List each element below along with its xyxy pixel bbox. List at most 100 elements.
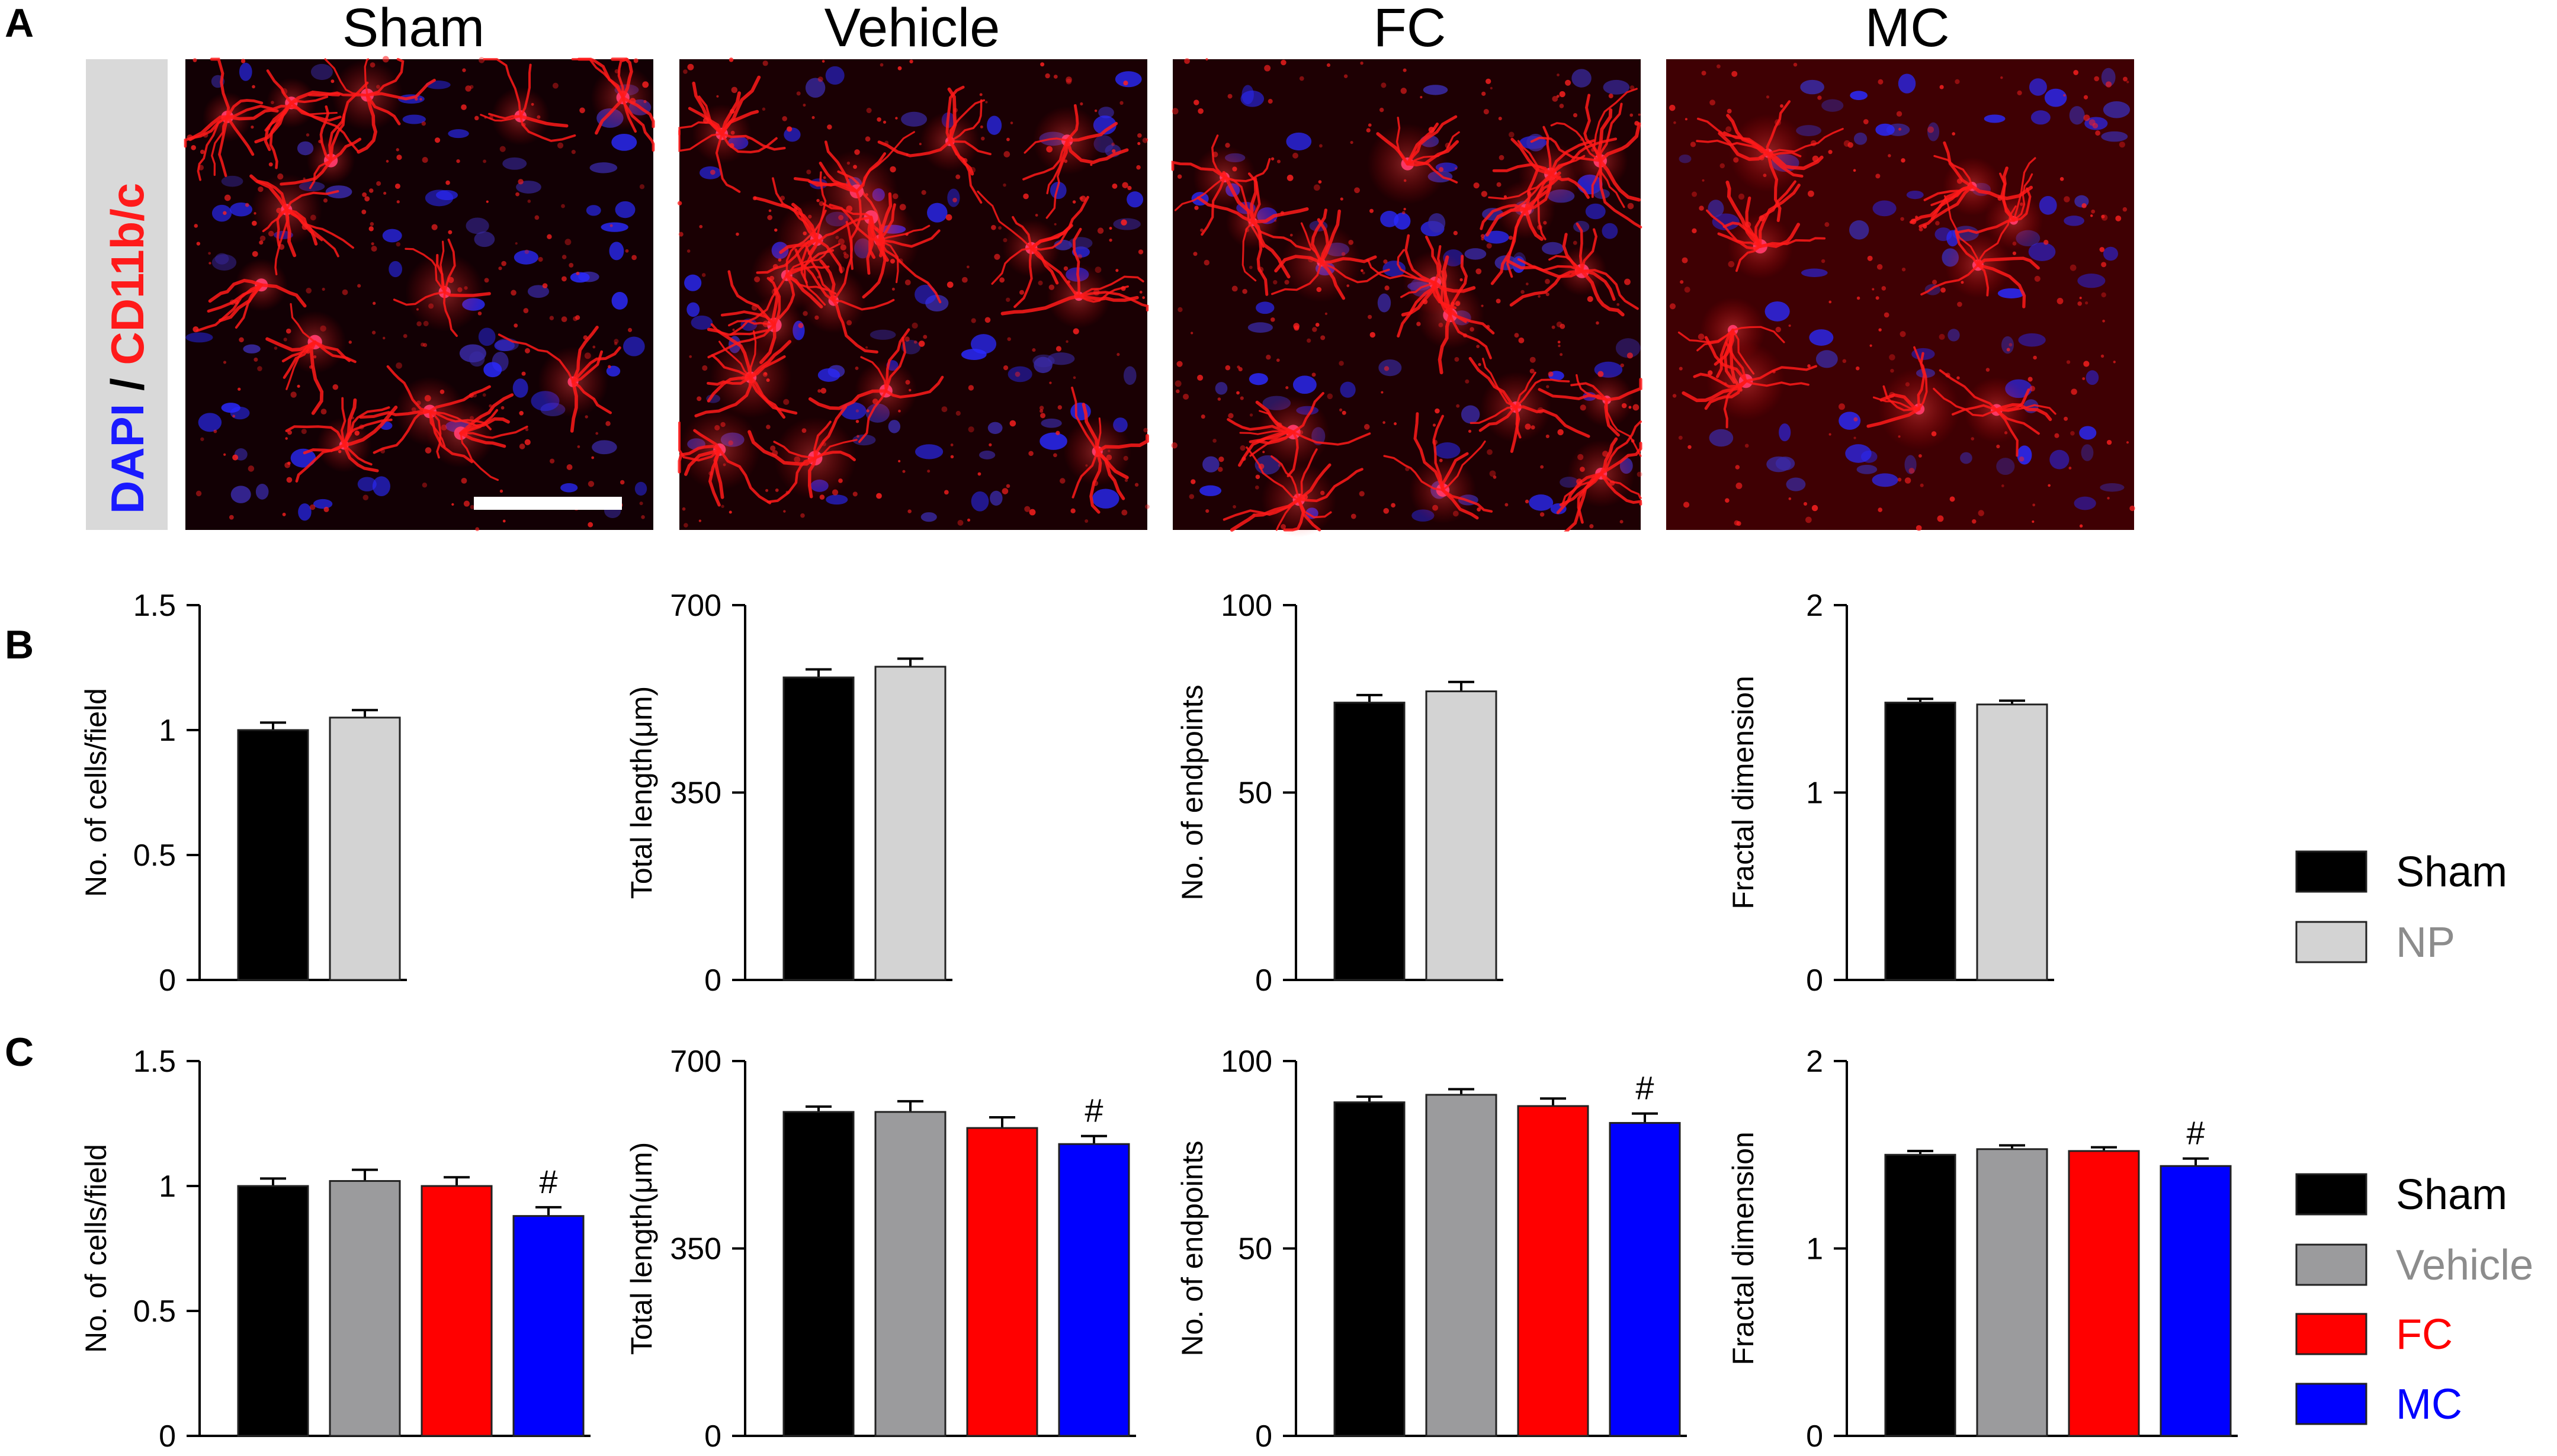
legend-c-swatch-vehicle <box>2295 1243 2367 1286</box>
legend-c-swatch-fc <box>2295 1313 2367 1355</box>
y-tick-label: 50 <box>1238 776 1272 811</box>
bar-mc <box>1058 1143 1130 1437</box>
bar-sham <box>1884 702 1956 981</box>
stain-separator: / <box>101 365 153 404</box>
micrograph-fc <box>1171 58 1642 538</box>
micrograph-mc <box>1666 59 2135 531</box>
y-tick-label: 0.5 <box>133 1294 176 1329</box>
legend-c-swatch-mc <box>2295 1383 2367 1425</box>
y-tick-label: 1 <box>1806 776 1823 811</box>
y-tick-label: 2 <box>1806 589 1823 623</box>
chart-b-2: 0 350 700 Total length(μm) <box>625 589 952 998</box>
y-axis-label: No. of cells/field <box>79 1144 113 1353</box>
chart-b-4: 0 1 2 Fractal dimension <box>1727 589 2054 998</box>
y-tick-label: 700 <box>670 1044 721 1079</box>
legend-b-swatch-np <box>2295 921 2367 963</box>
legend-b-label-np: NP <box>2396 919 2455 966</box>
y-axis-label: No. of cells/field <box>79 688 113 897</box>
micrograph-title-mc: MC <box>1865 0 1949 58</box>
chart-c-4: 0 1 2 Fractal dimension # <box>1727 1044 2238 1454</box>
bar-sham <box>1884 1153 1956 1437</box>
bar-charts: 0 0.5 1 1.5 No. of cells/field 0 350 700 Total l… <box>79 589 2238 1454</box>
legend-c-label-vehicle: Vehicle <box>2396 1242 2533 1289</box>
y-tick-label: 100 <box>1221 589 1272 623</box>
bar-vehicle <box>1976 1148 2048 1437</box>
bar-mc <box>2160 1165 2232 1437</box>
y-axis-label: Total length(μm) <box>625 686 658 899</box>
legend-c-label-sham: Sham <box>2396 1171 2507 1219</box>
y-tick-label: 50 <box>1238 1232 1272 1267</box>
bar-sham <box>237 1185 309 1437</box>
y-tick-label: 0.5 <box>133 838 176 873</box>
significance-mark: # <box>1635 1069 1654 1107</box>
chart-c-1: 0 0.5 1 1.5 No. of cells/field # <box>79 1044 591 1454</box>
chart-c-3: 0 50 100 No. of endpoints # <box>1176 1044 1687 1454</box>
legend-c: Sham Vehicle FC MC <box>2295 1171 2533 1428</box>
y-tick-label: 1.5 <box>133 589 176 623</box>
y-tick-label: 0 <box>704 1419 721 1454</box>
scale-bar <box>474 497 622 510</box>
legend-b: Sham NP <box>2295 848 2507 966</box>
micrograph-title-vehicle: Vehicle <box>824 0 1000 58</box>
legend-b-swatch-sham <box>2295 850 2367 893</box>
y-tick-label: 100 <box>1221 1044 1272 1079</box>
bar-np <box>329 716 401 981</box>
y-tick-label: 1 <box>159 713 176 748</box>
y-tick-label: 350 <box>670 1232 721 1267</box>
bar-vehicle <box>329 1180 401 1437</box>
stain-label: DAPI / CD11b/c <box>101 183 153 514</box>
bar-fc <box>2068 1150 2140 1437</box>
panel-label-a: A <box>5 1 34 46</box>
bar-vehicle <box>1425 1094 1497 1437</box>
bar-np <box>874 666 947 981</box>
y-tick-label: 350 <box>670 776 721 811</box>
panel-label-c: C <box>5 1030 34 1075</box>
bar-sham <box>237 729 309 981</box>
y-tick-label: 0 <box>159 963 176 998</box>
bar-sham <box>782 676 855 981</box>
micrograph-vehicle <box>677 57 1150 530</box>
micrograph-sham <box>184 56 656 532</box>
y-axis-label: No. of endpoints <box>1176 684 1209 900</box>
legend-c-label-mc: MC <box>2396 1381 2462 1428</box>
stain-label-box <box>86 59 168 530</box>
significance-mark: # <box>539 1163 557 1200</box>
bar-np <box>1976 703 2048 981</box>
y-tick-label: 1 <box>1806 1232 1823 1267</box>
y-tick-label: 0 <box>1806 1419 1823 1454</box>
chart-b-3: 0 50 100 No. of endpoints <box>1176 589 1503 998</box>
bar-fc <box>966 1127 1038 1437</box>
stain-dapi: DAPI <box>101 404 153 514</box>
y-tick-label: 0 <box>704 963 721 998</box>
bar-sham <box>782 1111 855 1437</box>
bar-sham <box>1333 702 1406 981</box>
bar-fc <box>1517 1105 1589 1437</box>
y-tick-label: 2 <box>1806 1044 1823 1079</box>
bar-mc <box>512 1215 585 1437</box>
y-tick-label: 700 <box>670 589 721 623</box>
y-tick-label: 0 <box>1255 1419 1272 1454</box>
bar-fc <box>421 1185 493 1437</box>
legend-b-label-sham: Sham <box>2396 848 2507 896</box>
y-axis-label: Total length(μm) <box>625 1142 658 1355</box>
bar-mc <box>1609 1121 1681 1437</box>
significance-mark: # <box>2186 1114 2205 1152</box>
bar-np <box>1425 690 1497 981</box>
legend-c-swatch-sham <box>2295 1173 2367 1216</box>
micrograph-title-sham: Sham <box>342 0 485 58</box>
y-axis-label: Fractal dimension <box>1727 676 1760 909</box>
y-axis-label: No. of endpoints <box>1176 1140 1209 1356</box>
legend-c-label-fc: FC <box>2396 1311 2453 1358</box>
y-tick-label: 0 <box>1255 963 1272 998</box>
panel-label-b: B <box>5 622 34 667</box>
y-tick-label: 0 <box>159 1419 176 1454</box>
micrograph-title-fc: FC <box>1374 0 1446 58</box>
y-tick-label: 1.5 <box>133 1044 176 1079</box>
y-axis-label: Fractal dimension <box>1727 1132 1760 1365</box>
y-tick-label: 1 <box>159 1169 176 1204</box>
bar-sham <box>1333 1101 1406 1437</box>
chart-c-2: 0 350 700 Total length(μm) # <box>625 1044 1136 1454</box>
stain-cd11bc: CD11b/c <box>101 183 153 365</box>
bar-vehicle <box>874 1111 947 1437</box>
